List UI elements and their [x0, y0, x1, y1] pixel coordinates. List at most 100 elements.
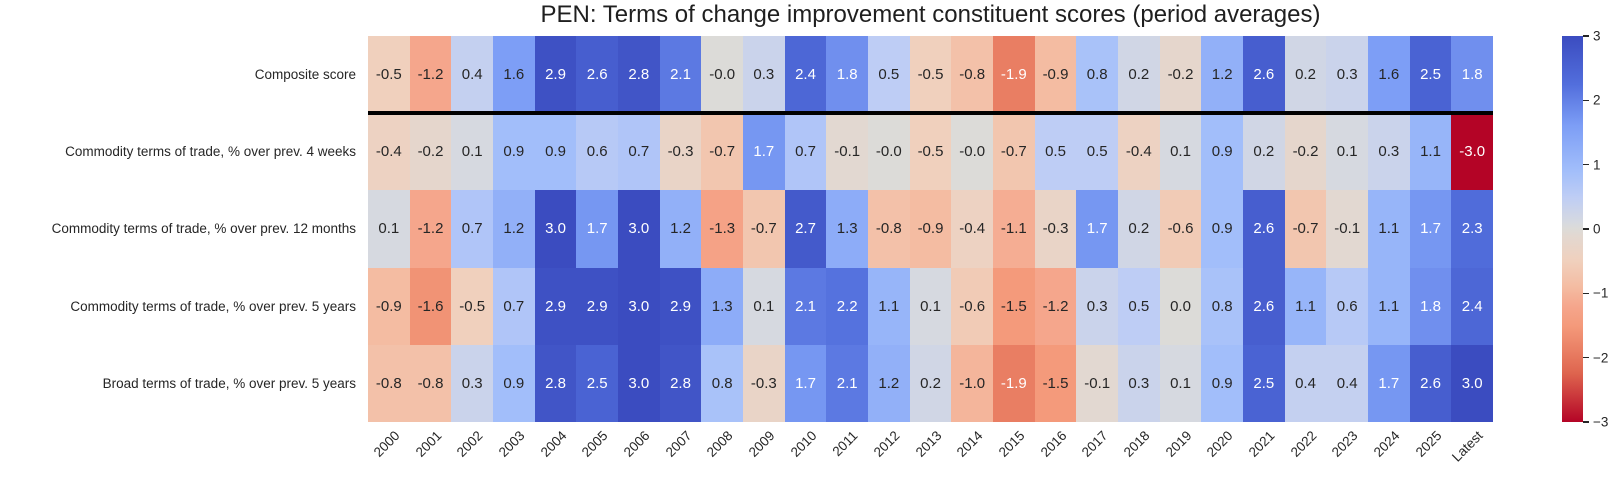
heatmap-cell: 0.6 [1326, 267, 1368, 345]
heatmap-cell: -0.6 [1159, 190, 1202, 268]
heatmap-cell: 0.9 [1201, 190, 1243, 268]
heatmap-cell: -1.1 [993, 190, 1035, 268]
heatmap-cell: 0.1 [368, 190, 410, 268]
heatmap-cell: 2.5 [1409, 36, 1452, 114]
heatmap-cell: -1.9 [993, 36, 1035, 114]
heatmap-cell: 1.8 [1451, 36, 1493, 114]
heatmap-cell: -0.5 [368, 36, 410, 114]
heatmap-cell: 0.5 [868, 36, 910, 114]
heatmap-cell: 0.9 [493, 344, 535, 422]
heatmap-cell: 3.0 [618, 267, 660, 345]
heatmap-cell: -1.2 [409, 36, 452, 114]
separator-line [368, 111, 1493, 115]
heatmap-cell: -3.0 [1451, 113, 1493, 191]
heatmap-cell: 0.1 [1159, 113, 1202, 191]
heatmap-cell: 1.3 [826, 190, 868, 268]
heatmap-cell: -1.6 [409, 267, 452, 345]
heatmap-cell: -0.4 [951, 190, 993, 268]
row-label: Commodity terms of trade, % over prev. 5… [70, 298, 356, 314]
heatmap-cell: 3.0 [618, 190, 660, 268]
heatmap-cell: 1.7 [784, 344, 827, 422]
heatmap-cell: -0.7 [1284, 190, 1327, 268]
heatmap-cell: 0.3 [1368, 113, 1410, 191]
heatmap-cell: 3.0 [618, 344, 660, 422]
heatmap-cell: 2.8 [534, 344, 577, 422]
colorbar-tick-label: −3 [1593, 414, 1609, 430]
colorbar-tick [1583, 292, 1589, 295]
heatmap-cell: -0.4 [1118, 113, 1160, 191]
colorbar-tick-label: 0 [1593, 221, 1601, 237]
heatmap-cell: 0.1 [743, 267, 785, 345]
heatmap-cell: 0.3 [451, 344, 493, 422]
colorbar-tick [1583, 228, 1589, 230]
heatmap-cell: -1.5 [1034, 344, 1077, 422]
heatmap-cell: 1.6 [493, 36, 535, 114]
colorbar-tick-label: −1 [1593, 285, 1609, 301]
heatmap-cell: -1.2 [1034, 267, 1077, 345]
heatmap-cell: -1.9 [993, 344, 1035, 422]
heatmap-cell: -0.2 [409, 113, 452, 191]
chart-title: PEN: Terms of change improvement constit… [540, 1, 1321, 28]
heatmap-cell: 0.8 [701, 344, 743, 422]
colorbar-tick [1583, 356, 1589, 359]
heatmap-cell: -0.8 [368, 344, 410, 422]
heatmap-cell: 2.5 [576, 344, 618, 422]
heatmap-cell: 0.2 [1284, 36, 1327, 114]
heatmap-cell: 0.0 [1159, 267, 1202, 345]
colorbar-tick-label: 1 [1593, 157, 1601, 173]
colorbar [1562, 36, 1583, 422]
heatmap-cell: -0.3 [659, 113, 702, 191]
heatmap-cell: 0.7 [784, 113, 827, 191]
heatmap-cell: 2.4 [1451, 267, 1493, 345]
heatmap-cell: 0.1 [909, 267, 952, 345]
heatmap-cell: 0.1 [451, 113, 493, 191]
heatmap-cell: 2.9 [534, 36, 577, 114]
heatmap-cell: 0.8 [1076, 36, 1118, 114]
colorbar-tick [1583, 99, 1589, 102]
heatmap-cell: 0.8 [1201, 267, 1243, 345]
heatmap-cell: 3.0 [534, 190, 577, 268]
heatmap-cell: 2.6 [1243, 267, 1285, 345]
heatmap-cell: 1.8 [826, 36, 868, 114]
heatmap-cell: 1.7 [576, 190, 618, 268]
heatmap-cell: -1.3 [701, 190, 743, 268]
heatmap-cell: -0.2 [1284, 113, 1327, 191]
heatmap-cell: 1.1 [868, 267, 910, 345]
heatmap-cell: 0.9 [493, 113, 535, 191]
heatmap-cell: -0.3 [743, 344, 785, 422]
heatmap-cell: 2.5 [1243, 344, 1285, 422]
heatmap-cell: 0.7 [451, 190, 493, 268]
heatmap-cell: -0.2 [1159, 36, 1202, 114]
heatmap-cell: 1.7 [743, 113, 785, 191]
heatmap-cell: 0.9 [1201, 113, 1243, 191]
row-label: Commodity terms of trade, % over prev. 4… [65, 144, 356, 160]
heatmap-cell: 1.2 [659, 190, 702, 268]
heatmap-cell: 0.4 [451, 36, 493, 114]
heatmap-cell: 0.2 [909, 344, 952, 422]
colorbar-tick [1583, 35, 1589, 37]
heatmap-cell: -0.1 [1076, 344, 1118, 422]
heatmap-cell: 0.4 [1284, 344, 1327, 422]
heatmap-cell: 0.3 [1076, 267, 1118, 345]
heatmap-cell: 0.6 [576, 113, 618, 191]
heatmap-cell: 1.2 [868, 344, 910, 422]
heatmap-cell: 0.3 [1118, 344, 1160, 422]
heatmap-cell: 1.2 [1201, 36, 1243, 114]
heatmap-cell: -0.7 [743, 190, 785, 268]
heatmap-cell: 3.0 [1451, 344, 1493, 422]
heatmap-cell: 2.1 [826, 344, 868, 422]
heatmap-cell: 1.2 [493, 190, 535, 268]
heatmap-cell: 0.5 [1076, 113, 1118, 191]
heatmap-cell: 0.7 [493, 267, 535, 345]
heatmap-cell: 2.8 [618, 36, 660, 114]
heatmap-cell: 2.6 [576, 36, 618, 114]
heatmap-cell: 1.1 [1368, 190, 1410, 268]
colorbar-tick [1583, 163, 1589, 166]
heatmap-cell: 2.4 [784, 36, 827, 114]
heatmap-cell: 1.7 [1409, 190, 1452, 268]
heatmap-cell: 0.3 [1326, 36, 1368, 114]
heatmap-cell: -0.4 [368, 113, 410, 191]
heatmap-cell: -0.0 [951, 113, 993, 191]
heatmap-cell: 1.1 [1409, 113, 1452, 191]
heatmap-cell: 1.1 [1284, 267, 1327, 345]
